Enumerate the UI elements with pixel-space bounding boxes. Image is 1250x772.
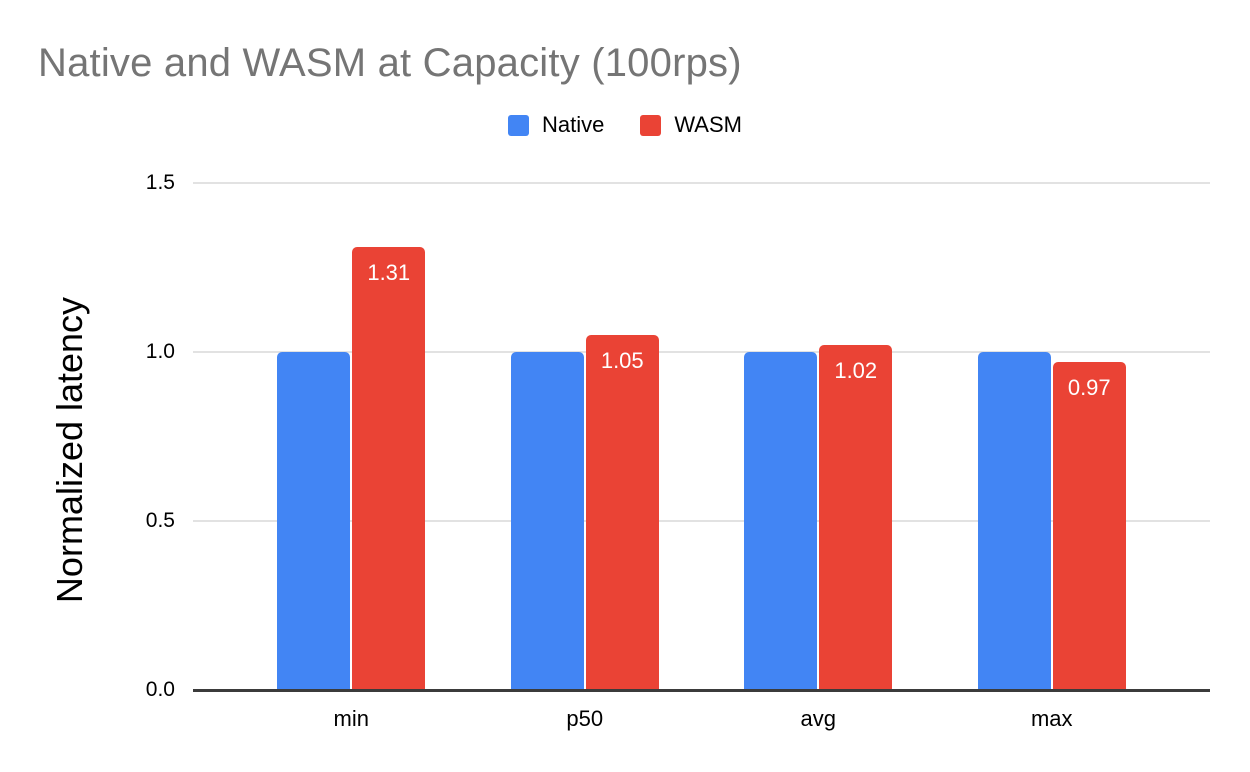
bar-value-label-wasm-max: 0.97 xyxy=(1067,375,1111,401)
legend-item-native: Native xyxy=(508,112,604,138)
bar-value-label-wasm-avg: 1.02 xyxy=(834,358,878,384)
bar-native-min xyxy=(277,352,351,690)
bar-value-label-wasm-min: 1.31 xyxy=(367,260,411,286)
bar-wasm-p50 xyxy=(585,335,659,690)
legend-item-wasm: WASM xyxy=(640,112,742,138)
bar-native-max xyxy=(977,352,1051,690)
legend-label: WASM xyxy=(674,112,742,137)
legend-swatch-wasm xyxy=(640,114,662,136)
y-tick-label-0.0: 0.0 xyxy=(145,678,175,701)
bar-wasm-max xyxy=(1052,362,1126,690)
bar-native-p50 xyxy=(510,352,584,690)
x-tick-label-p50: p50 xyxy=(566,706,604,731)
gridline-0.5 xyxy=(193,520,1210,522)
legend-label: Native xyxy=(542,112,605,137)
gridline-1.0 xyxy=(193,351,1210,353)
plot-area: 0.0 0.5 1.0 1.5 min 1.31 p50 1.05 avg 1.02 max 0.97 xyxy=(146,171,1210,731)
y-tick-label-1.0: 1.0 xyxy=(145,340,175,363)
legend-swatch-native xyxy=(508,114,529,136)
y-tick-label-1.5: 1.5 xyxy=(145,171,175,194)
x-tick-label-avg: avg xyxy=(800,706,836,731)
x-axis-line xyxy=(193,689,1210,692)
chart-title: Native and WASM at Capacity (100rps) xyxy=(38,41,742,85)
y-axis-title: Normalized latency xyxy=(49,296,90,604)
bar-value-label-wasm-p50: 1.05 xyxy=(600,348,644,374)
gridline-1.5 xyxy=(193,182,1210,184)
bar-wasm-avg xyxy=(819,345,893,690)
x-tick-label-max: max xyxy=(1030,706,1073,731)
legend: Native WASM xyxy=(0,112,1250,138)
bar-native-avg xyxy=(744,352,818,690)
bar-wasm-min xyxy=(352,247,426,690)
y-tick-label-0.5: 0.5 xyxy=(145,509,175,532)
x-tick-label-min: min xyxy=(333,706,369,731)
